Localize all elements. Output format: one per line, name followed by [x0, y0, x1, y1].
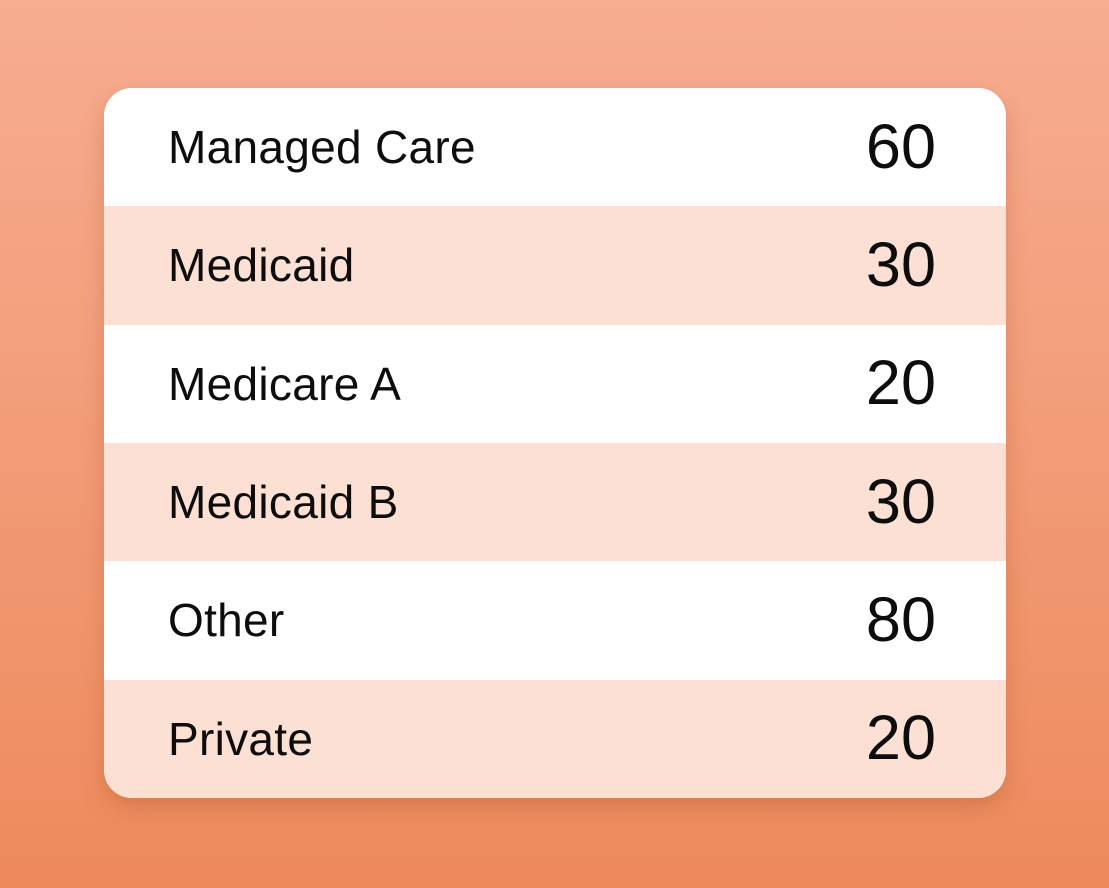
table-row: Medicaid 30: [104, 206, 1006, 325]
table-row: Medicaid B 30: [104, 442, 1006, 562]
row-label: Medicaid: [168, 239, 355, 292]
row-value: 20: [865, 348, 936, 419]
table-row: Private 20: [104, 679, 1006, 798]
payer-table-card: Managed Care 60 Medicaid 30 Medicare A 2…: [104, 88, 1006, 798]
row-label: Medicaid B: [168, 476, 399, 529]
row-value: 30: [865, 466, 936, 537]
table-row: Medicare A 20: [104, 324, 1006, 443]
row-value: 20: [865, 703, 936, 774]
row-label: Managed Care: [168, 121, 476, 174]
row-value: 80: [865, 584, 936, 655]
row-value: 30: [865, 229, 936, 300]
row-label: Other: [168, 594, 285, 647]
row-value: 60: [865, 111, 936, 182]
row-label: Medicare A: [168, 357, 402, 410]
row-label: Private: [168, 712, 314, 765]
table-row: Other 80: [104, 561, 1006, 680]
table-row: Managed Care 60: [104, 88, 1006, 207]
